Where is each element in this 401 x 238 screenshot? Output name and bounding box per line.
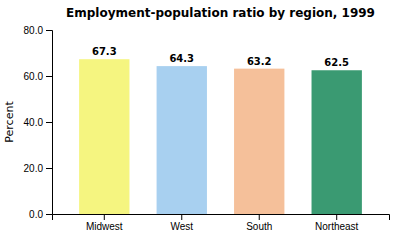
plot-area: 0.0 20.0 40.0 60.0 80.0 Midwest West South North… <box>24 25 390 232</box>
tick-label: Northeast <box>315 221 359 232</box>
tick-label: West <box>170 221 193 232</box>
tick-mark <box>46 168 52 169</box>
data-label: 67.3 <box>92 46 117 57</box>
data-labels: 67.3 64.3 63.2 62.5 <box>92 46 349 68</box>
tick-mark <box>181 214 182 220</box>
tick-mark <box>336 214 337 220</box>
bar <box>79 59 129 214</box>
bar <box>157 66 207 214</box>
tick-mark <box>104 214 105 220</box>
data-label: 64.3 <box>169 53 194 64</box>
y-axis-title: Percent <box>3 101 16 143</box>
chart: 0.0 20.0 40.0 60.0 80.0 Midwest West South North… <box>0 0 401 238</box>
x-tick: Midwest <box>86 214 123 232</box>
data-label: 63.2 <box>247 56 272 67</box>
tick-label: 0.0 <box>29 209 43 220</box>
x-tick: Northeast <box>315 214 359 232</box>
tick-mark <box>46 122 52 123</box>
tick-mark <box>46 76 52 77</box>
title: Employment-population ratio by region, 1… <box>66 6 375 20</box>
y-tick: 60.0 <box>24 71 52 82</box>
y-tick: 80.0 <box>24 25 52 36</box>
tick-label: 20.0 <box>24 163 44 174</box>
y-tick: 20.0 <box>24 163 52 174</box>
axis-line <box>46 31 53 215</box>
tick-label: South <box>246 221 272 232</box>
tick-label: 60.0 <box>24 71 44 82</box>
data-label: 62.5 <box>324 57 349 68</box>
x-axis: Midwest West South Northeast <box>53 214 390 232</box>
tick-mark <box>46 30 52 31</box>
tick-label: Midwest <box>86 221 123 232</box>
tick-label: 80.0 <box>24 25 44 36</box>
x-tick: South <box>246 214 272 232</box>
axis-line <box>53 215 390 221</box>
bar <box>312 70 362 214</box>
bar <box>234 69 284 214</box>
x-tick: West <box>170 214 193 232</box>
y-axis: 0.0 20.0 40.0 60.0 80.0 <box>24 25 53 220</box>
tick-label: 40.0 <box>24 117 44 128</box>
y-tick: 40.0 <box>24 117 52 128</box>
tick-mark <box>46 214 52 215</box>
tick-mark <box>259 214 260 220</box>
bars <box>79 59 362 214</box>
y-tick: 0.0 <box>29 209 52 220</box>
